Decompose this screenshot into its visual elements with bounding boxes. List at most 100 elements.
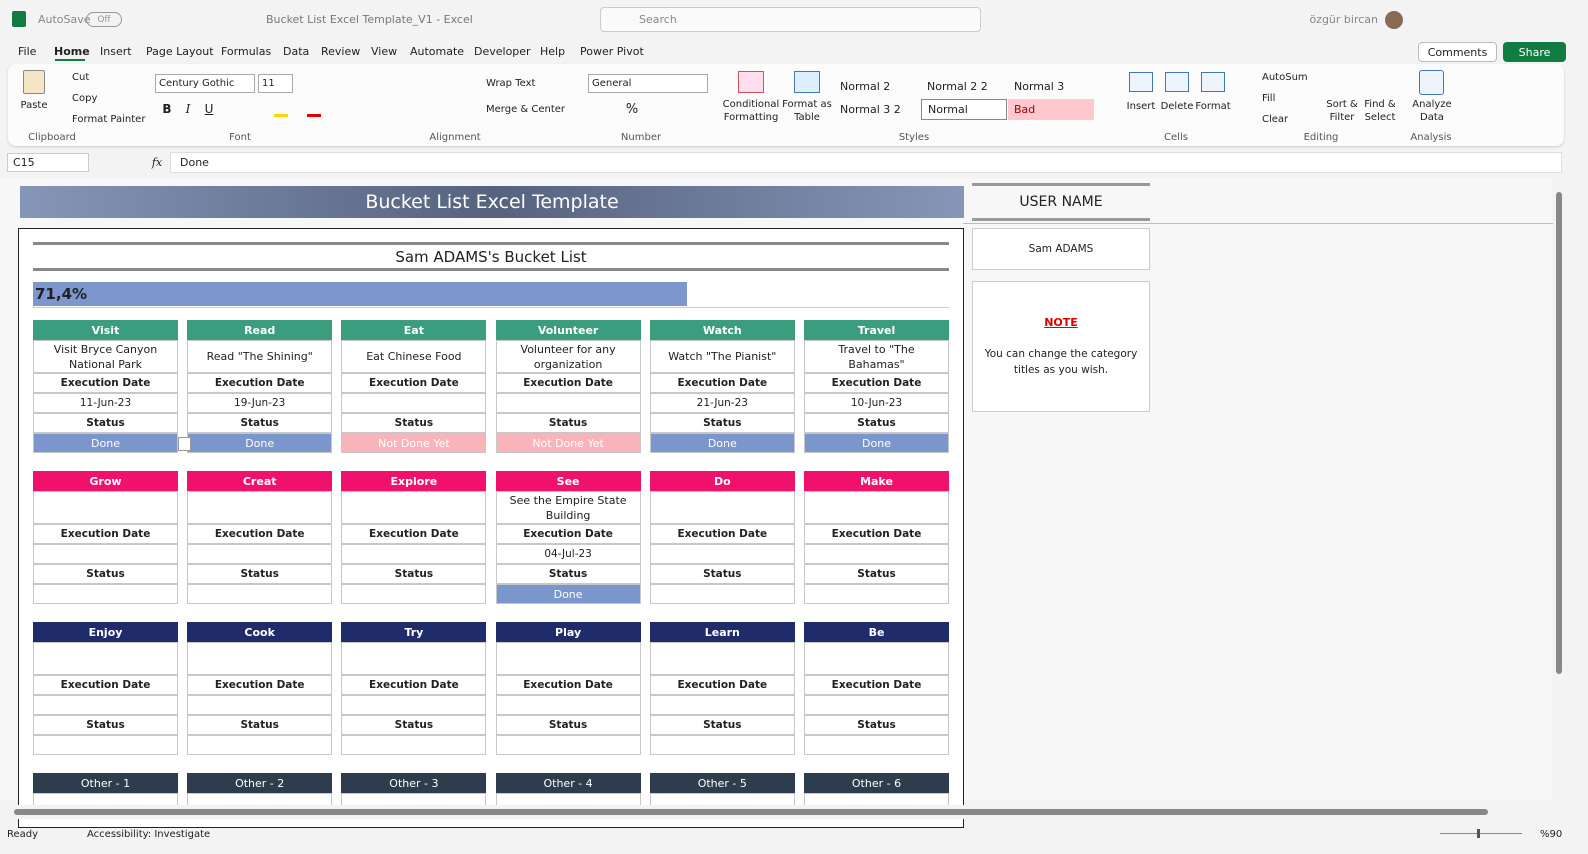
- font-button[interactable]: U: [204, 102, 214, 116]
- name-box[interactable]: C15: [7, 153, 89, 172]
- menu-tab[interactable]: Review: [321, 45, 361, 58]
- search-box[interactable]: Search: [600, 7, 981, 32]
- item-cell: Travel to "The Bahamas": [804, 340, 949, 373]
- category-header: Grow: [33, 471, 178, 491]
- exec-label: Execution Date: [187, 373, 333, 393]
- exec-label: Execution Date: [341, 675, 487, 695]
- merge-center[interactable]: Merge & Center: [486, 103, 566, 115]
- group-label: Styles: [898, 131, 930, 143]
- style-cell[interactable]: Normal 3: [1014, 80, 1065, 93]
- autosum[interactable]: AutoSum: [1262, 71, 1308, 83]
- menu-tab[interactable]: Automate: [410, 45, 465, 58]
- font-button[interactable]: I: [185, 102, 191, 116]
- category-header: Read: [187, 320, 333, 340]
- format-as-table[interactable]: Format as Table: [782, 99, 832, 123]
- status-ready: Ready: [7, 828, 39, 840]
- menu-tab[interactable]: Power Pivot: [580, 45, 644, 58]
- font-name[interactable]: Century Gothic: [155, 74, 255, 93]
- conditional-formatting[interactable]: Conditional Formatting: [722, 99, 780, 123]
- date-cell: [187, 544, 333, 564]
- status-cell: [649, 584, 795, 604]
- item-cell: [187, 491, 333, 524]
- format-painter[interactable]: Format Painter: [72, 113, 146, 125]
- accessibility[interactable]: Accessibility: Investigate: [87, 828, 211, 840]
- category-header: Volunteer: [495, 320, 641, 340]
- status-label: Status: [804, 413, 949, 433]
- formula-input[interactable]: Done: [170, 152, 1562, 173]
- percent[interactable]: %: [625, 101, 639, 117]
- exec-label: Execution Date: [804, 675, 949, 695]
- status-cell: Done: [33, 433, 178, 453]
- comments-button[interactable]: Comments: [1418, 42, 1497, 62]
- exec-label: Execution Date: [33, 675, 178, 695]
- sheet-title: Bucket List Excel Template: [20, 186, 964, 218]
- tab-underline: [55, 59, 85, 61]
- number-format[interactable]: General: [588, 74, 708, 93]
- find-select[interactable]: Find & Select: [1364, 99, 1396, 123]
- rule: [33, 307, 949, 308]
- menu-tab[interactable]: View: [371, 45, 398, 58]
- fill[interactable]: Fill: [1262, 92, 1276, 104]
- menu-tab[interactable]: Help: [540, 45, 566, 58]
- font-size[interactable]: 11: [258, 74, 293, 93]
- category-header: Other - 1: [33, 773, 178, 793]
- date-cell: [187, 695, 333, 715]
- menu-tab[interactable]: Page Layout: [146, 45, 214, 58]
- style-cell[interactable]: Normal: [921, 99, 1007, 120]
- group-label: Analysis: [1410, 131, 1452, 143]
- clear[interactable]: Clear: [1262, 113, 1289, 125]
- copy[interactable]: Copy: [72, 92, 98, 104]
- date-cell: 21-Jun-23: [649, 393, 795, 413]
- menu-tab[interactable]: Insert: [100, 45, 132, 58]
- date-cell: [804, 695, 949, 715]
- menu-tab[interactable]: Data: [283, 45, 310, 58]
- menu-tab[interactable]: File: [18, 45, 37, 58]
- list-title: Sam ADAMS's Bucket List: [395, 248, 587, 266]
- menu-tab[interactable]: Developer: [474, 45, 531, 58]
- rule: [33, 242, 949, 245]
- font-color-bar: [307, 114, 321, 117]
- style-cell[interactable]: Bad: [1008, 99, 1094, 120]
- sort-filter[interactable]: Sort & Filter: [1326, 99, 1358, 123]
- fx-label: fx: [151, 156, 163, 169]
- item-cell: Visit Bryce Canyon National Park: [33, 340, 178, 373]
- menu-tab[interactable]: Formulas: [221, 45, 272, 58]
- date-cell: [341, 393, 487, 413]
- exec-label: Execution Date: [495, 524, 641, 544]
- group-label: Alignment: [429, 131, 481, 143]
- share-button[interactable]: Share: [1503, 42, 1566, 62]
- item-cell: Read "The Shining": [187, 340, 333, 373]
- user-cell: Sam ADAMS: [972, 228, 1150, 270]
- autosave-toggle[interactable]: Off: [86, 12, 122, 27]
- paste[interactable]: Paste: [20, 99, 48, 111]
- zoom-level[interactable]: %90: [1540, 828, 1563, 840]
- category-header: Watch: [649, 320, 795, 340]
- date-cell: [495, 393, 641, 413]
- cells-delete[interactable]: Delete: [1160, 100, 1194, 112]
- item-cell: [649, 491, 795, 524]
- wrap-text[interactable]: Wrap Text: [486, 77, 536, 89]
- status-cell: [187, 584, 333, 604]
- style-cell[interactable]: Normal 2: [840, 80, 891, 93]
- cells-insert[interactable]: Insert: [1126, 100, 1156, 112]
- exec-label: Execution Date: [187, 675, 333, 695]
- date-cell: 04-Jul-23: [495, 544, 641, 564]
- analyze-data[interactable]: Analyze Data: [1412, 99, 1452, 123]
- status-label: Status: [33, 413, 178, 433]
- item-cell: See the Empire State Building: [495, 491, 641, 524]
- exec-label: Execution Date: [341, 373, 487, 393]
- style-cell[interactable]: Normal 2 2: [927, 80, 988, 93]
- status-cell: Done: [495, 584, 641, 604]
- cut[interactable]: Cut: [72, 71, 90, 83]
- menu-tab[interactable]: Home: [54, 45, 90, 58]
- status-cell: Done: [187, 433, 333, 453]
- date-cell: [33, 695, 178, 715]
- note-box: [972, 281, 1150, 412]
- cells-icon: [1201, 72, 1225, 92]
- font-button[interactable]: B: [162, 102, 172, 116]
- status-cell: [341, 735, 487, 755]
- status-label: Status: [187, 413, 333, 433]
- style-cell[interactable]: Normal 3 2: [840, 103, 901, 116]
- cells-format[interactable]: Format: [1195, 100, 1231, 112]
- status-label: Status: [804, 564, 949, 584]
